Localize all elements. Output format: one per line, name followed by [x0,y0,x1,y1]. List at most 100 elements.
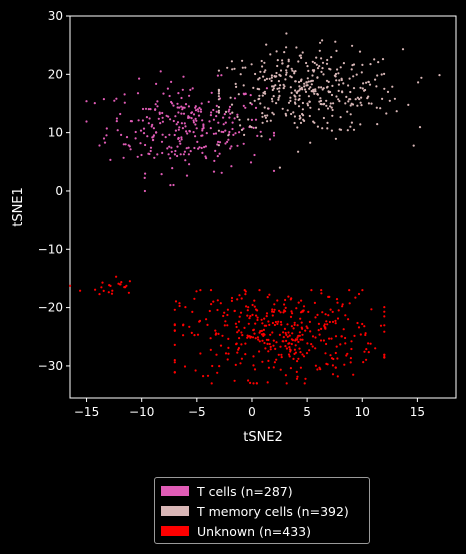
x-tick-label: 15 [410,405,425,419]
data-point-t-memory-cells [298,94,301,97]
data-point-t-memory-cells [236,115,239,118]
data-point-t-memory-cells [262,75,265,78]
data-point-t-cells [224,129,227,132]
data-point-t-memory-cells [318,49,321,52]
data-point-unknown [227,352,230,355]
data-point-unknown [298,331,301,334]
data-point-t-cells [115,120,118,123]
data-point-t-cells [154,108,157,111]
data-point-unknown [320,289,323,292]
data-point-t-memory-cells [330,93,334,97]
data-point-t-cells [180,112,183,115]
data-point-unknown [182,334,185,337]
data-point-t-memory-cells [217,129,220,132]
data-point-t-cells [207,100,210,103]
data-point-t-memory-cells [259,70,262,73]
data-point-t-cells [134,137,137,140]
data-point-t-memory-cells [375,85,378,88]
data-point-t-memory-cells [420,76,423,79]
data-point-unknown [230,296,234,300]
data-point-t-cells [194,117,197,120]
data-point-t-cells [218,141,222,144]
data-point-t-memory-cells [289,96,292,99]
data-point-t-memory-cells [298,97,301,101]
data-point-t-memory-cells [217,88,220,91]
data-point-unknown [350,347,353,351]
data-point-unknown [269,348,272,351]
data-point-unknown [305,325,308,328]
data-point-unknown [246,334,249,337]
data-point-t-memory-cells [341,90,344,93]
data-point-unknown [108,284,111,287]
data-point-t-cells [192,131,195,134]
data-point-t-cells [187,115,190,118]
data-point-t-memory-cells [319,99,323,102]
data-point-unknown [293,348,296,351]
data-point-t-cells [215,104,218,107]
data-point-t-memory-cells [271,88,274,92]
data-point-t-memory-cells [308,114,311,118]
data-point-unknown [363,325,366,328]
data-point-unknown [173,371,176,374]
data-point-unknown [357,292,361,296]
data-point-unknown [283,327,286,330]
data-point-t-memory-cells [277,98,280,101]
data-point-unknown [383,306,386,309]
data-point-t-memory-cells [285,114,288,117]
data-point-unknown [264,347,267,350]
data-point-t-cells [222,123,225,126]
data-point-t-memory-cells [329,68,332,71]
data-point-t-memory-cells [217,92,220,95]
data-point-t-cells [149,149,152,153]
data-point-t-memory-cells [274,84,277,87]
data-point-unknown [336,375,339,378]
data-point-unknown [330,337,333,340]
data-point-t-cells [202,126,205,130]
legend-swatch [161,486,189,496]
data-point-t-cells [188,163,191,166]
data-point-t-cells [145,116,148,119]
data-point-t-cells [168,145,171,148]
data-point-t-memory-cells [320,70,323,73]
data-point-t-cells [200,146,203,150]
data-point-t-memory-cells [286,109,289,112]
data-point-t-memory-cells [217,106,220,109]
data-point-t-cells [236,113,239,116]
data-point-unknown [282,311,285,314]
data-point-unknown [297,357,300,360]
data-point-t-memory-cells [294,95,297,98]
data-point-t-memory-cells [277,80,280,83]
data-point-t-memory-cells [395,110,398,113]
data-point-t-memory-cells [260,135,263,138]
data-point-t-memory-cells [321,39,324,42]
legend-swatch [161,506,189,516]
data-point-unknown [289,315,293,318]
legend-item-t-cells: T cells (n=287) [161,481,363,501]
data-point-unknown [334,319,337,322]
data-point-t-memory-cells [285,73,288,76]
data-point-t-cells [231,121,234,124]
data-point-t-memory-cells [306,77,309,80]
data-point-t-cells [233,97,237,100]
data-point-unknown [258,350,261,353]
data-point-t-memory-cells [304,88,307,91]
data-point-unknown [367,351,370,354]
data-point-t-memory-cells [313,61,316,65]
data-point-t-memory-cells [349,104,352,107]
data-point-t-memory-cells [294,80,297,83]
data-point-t-memory-cells [338,100,341,103]
data-point-unknown [196,333,200,336]
data-point-t-memory-cells [381,58,385,61]
data-point-unknown [256,318,259,322]
data-point-t-memory-cells [358,98,361,101]
data-point-unknown [227,337,230,340]
data-point-unknown [277,353,280,356]
data-point-t-memory-cells [401,48,405,51]
data-point-t-cells [212,118,215,121]
data-point-t-memory-cells [217,95,220,98]
data-point-unknown [369,342,372,345]
data-point-t-memory-cells [226,66,229,69]
data-point-t-memory-cells [330,106,333,109]
data-point-t-memory-cells [332,102,335,105]
data-point-t-cells [168,133,171,136]
